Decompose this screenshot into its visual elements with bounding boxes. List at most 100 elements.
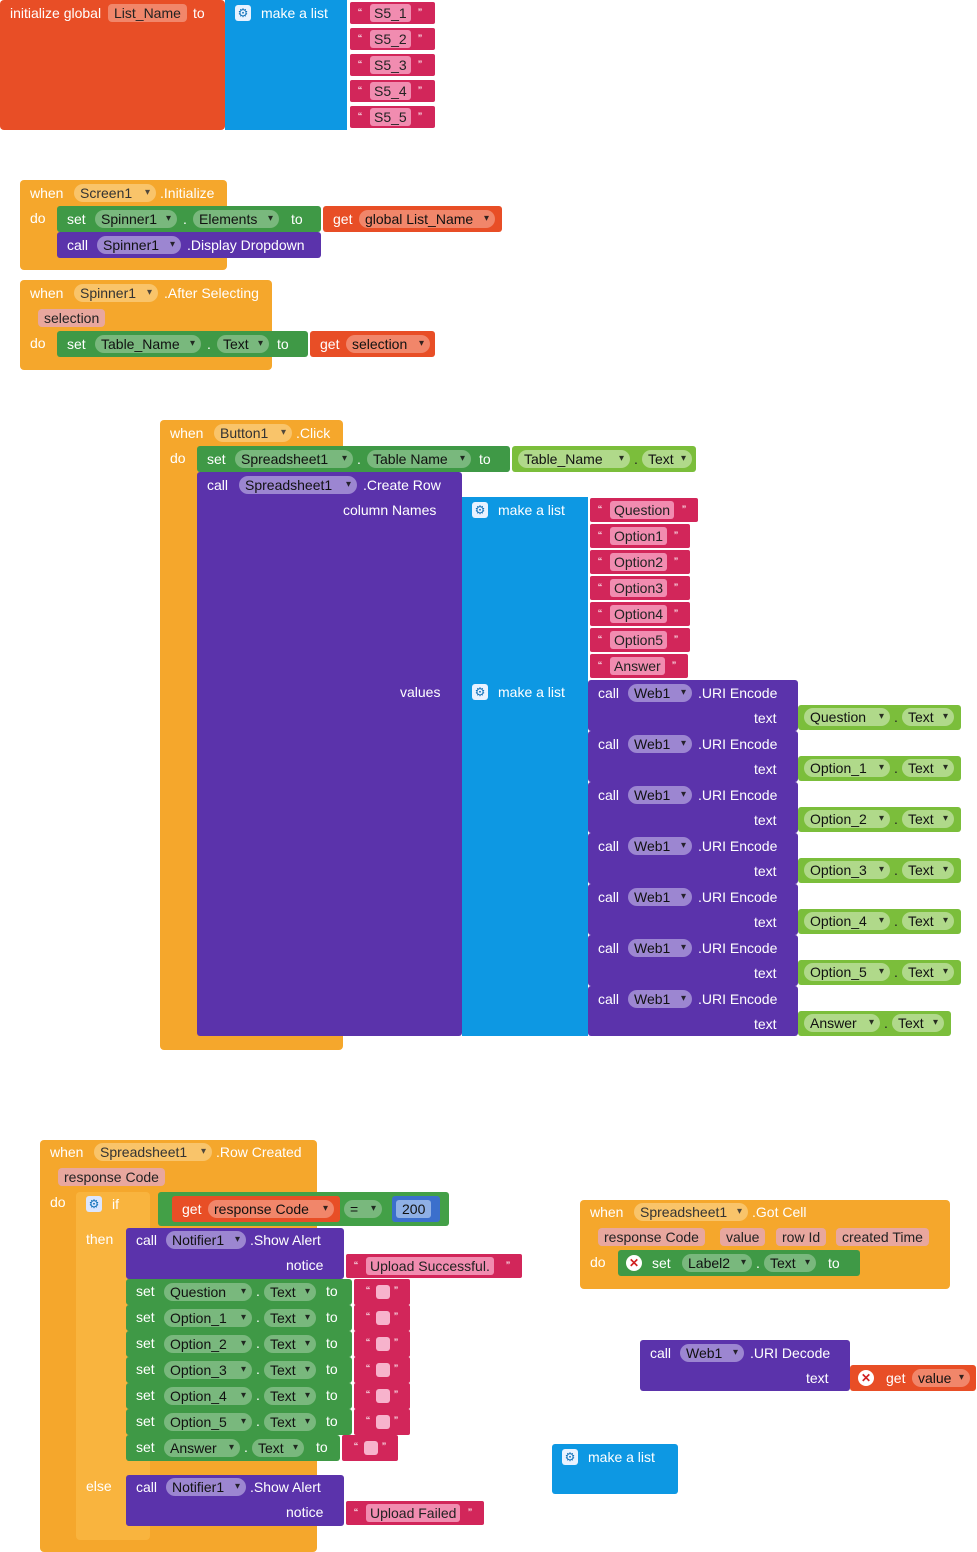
global-var-name[interactable]: List_Name — [108, 4, 187, 22]
set-property-block[interactable]: set Question . Text to — [126, 1279, 352, 1305]
create-row-method-block[interactable]: call Spreadsheet1 .Create Row column Nam… — [197, 472, 462, 1036]
component-dropdown[interactable]: Web1 — [628, 990, 692, 1008]
property-dropdown[interactable]: Text — [902, 810, 954, 828]
gear-icon[interactable]: ⚙ — [562, 1449, 578, 1465]
variable-dropdown[interactable]: selection — [346, 335, 430, 353]
string-value[interactable]: Option3 — [610, 579, 668, 597]
error-icon[interactable]: ✕ — [858, 1370, 874, 1386]
empty-text-block[interactable]: “” — [354, 1279, 410, 1305]
property-dropdown[interactable]: Text — [264, 1413, 316, 1431]
set-property-block[interactable]: set Spinner1 . Elements to — [57, 206, 321, 232]
component-dropdown[interactable]: Spinner1 — [74, 284, 158, 302]
get-variable-block[interactable]: get global List_Name — [323, 206, 502, 232]
text-block[interactable]: “Option2” — [590, 550, 690, 574]
uri-encode-block[interactable]: call Web1 .URI Encode text — [588, 833, 798, 884]
empty-string[interactable] — [376, 1415, 390, 1429]
property-dropdown[interactable]: Text — [892, 1014, 944, 1032]
set-property-block[interactable]: set Option_1 . Text to — [126, 1305, 352, 1331]
text-block[interactable]: “Question” — [590, 498, 698, 522]
string-value[interactable]: S5_3 — [370, 56, 411, 74]
text-block[interactable]: “Option4” — [590, 602, 690, 626]
make-list-block[interactable]: ⚙ make a list — [462, 679, 588, 1036]
gear-icon[interactable]: ⚙ — [235, 5, 251, 21]
empty-string[interactable] — [376, 1389, 390, 1403]
property-dropdown[interactable]: Text — [902, 963, 954, 981]
show-alert-block[interactable]: call Notifier1 .Show Alert notice — [126, 1475, 344, 1526]
property-dropdown[interactable]: Text — [264, 1387, 316, 1405]
component-dropdown[interactable]: Option_2 — [804, 810, 890, 828]
set-property-block[interactable]: set Answer . Text to — [126, 1435, 340, 1461]
get-variable-block[interactable]: ✕ get value — [850, 1365, 976, 1391]
component-dropdown[interactable]: Table_Name — [95, 335, 201, 353]
text-block[interactable]: “Upload Successful.” — [346, 1254, 522, 1278]
string-value[interactable]: S5_1 — [370, 4, 411, 22]
property-dropdown[interactable]: Text — [264, 1335, 316, 1353]
property-dropdown[interactable]: Text — [902, 861, 954, 879]
text-block[interactable]: “Option5” — [590, 628, 690, 652]
component-dropdown[interactable]: Web1 — [628, 786, 692, 804]
string-value[interactable]: S5_4 — [370, 82, 411, 100]
component-property-block[interactable]: Option_1 . Text — [798, 756, 961, 781]
component-dropdown[interactable]: Button1 — [214, 424, 292, 442]
component-dropdown[interactable]: Answer — [804, 1014, 880, 1032]
component-dropdown[interactable]: Web1 — [628, 888, 692, 906]
operator-dropdown[interactable]: = — [344, 1200, 382, 1218]
uri-encode-block[interactable]: call Web1 .URI Encode text — [588, 680, 798, 731]
property-dropdown[interactable]: Text — [902, 759, 954, 777]
uri-encode-block[interactable]: call Web1 .URI Encode text — [588, 986, 798, 1036]
empty-text-block[interactable]: “” — [354, 1409, 410, 1435]
variable-dropdown[interactable]: response Code — [208, 1200, 334, 1218]
component-dropdown[interactable]: Web1 — [628, 735, 692, 753]
variable-dropdown[interactable]: global List_Name — [359, 210, 495, 228]
empty-text-block[interactable]: “” — [354, 1331, 410, 1357]
component-dropdown[interactable]: Label2 — [682, 1254, 752, 1272]
property-dropdown[interactable]: Table Name — [367, 450, 471, 468]
event-param[interactable]: response Code — [598, 1228, 705, 1246]
call-method-block[interactable]: call Spinner1 .Display Dropdown — [57, 232, 321, 258]
component-dropdown[interactable]: Question — [804, 708, 890, 726]
text-block[interactable]: “S5_5” — [350, 106, 435, 128]
string-value[interactable]: Option4 — [610, 605, 668, 623]
component-dropdown[interactable]: Web1 — [628, 837, 692, 855]
string-value[interactable]: Upload Successful. — [366, 1257, 494, 1275]
error-icon[interactable]: ✕ — [626, 1255, 642, 1271]
component-dropdown[interactable]: Spreadsheet1 — [235, 450, 353, 468]
component-dropdown[interactable]: Option_3 — [804, 861, 890, 879]
show-alert-block[interactable]: call Notifier1 .Show Alert notice — [126, 1228, 344, 1279]
event-param[interactable]: response Code — [58, 1168, 165, 1186]
component-dropdown[interactable]: Spinner1 — [95, 210, 177, 228]
component-dropdown[interactable]: Spreadsheet1 — [634, 1203, 748, 1221]
component-dropdown[interactable]: Option_1 — [804, 759, 890, 777]
make-list-block[interactable]: ⚙ make a list — [462, 497, 588, 679]
string-value[interactable]: Upload Failed — [366, 1504, 461, 1522]
component-property-block[interactable]: Option_2 . Text — [798, 807, 961, 832]
component-dropdown[interactable]: Spreadsheet1 — [94, 1143, 212, 1161]
number-block[interactable]: 200 — [392, 1196, 440, 1222]
empty-string[interactable] — [364, 1441, 378, 1455]
text-block[interactable]: “S5_3” — [350, 54, 435, 76]
component-dropdown[interactable]: Option_3 — [164, 1361, 252, 1379]
property-dropdown[interactable]: Text — [764, 1254, 816, 1272]
empty-text-block[interactable]: “” — [354, 1383, 410, 1409]
uri-encode-block[interactable]: call Web1 .URI Encode text — [588, 731, 798, 782]
event-param[interactable]: value — [720, 1228, 766, 1246]
event-param[interactable]: created Time — [836, 1228, 929, 1246]
set-property-block[interactable]: set Spreadsheet1 . Table Name to — [197, 446, 510, 472]
event-param[interactable]: selection — [38, 309, 106, 327]
component-dropdown[interactable]: Web1 — [628, 939, 692, 957]
empty-string[interactable] — [376, 1311, 390, 1325]
uri-encode-block[interactable]: call Web1 .URI Encode text — [588, 935, 798, 986]
component-property-block[interactable]: Option_3 . Text — [798, 858, 961, 883]
number-value[interactable]: 200 — [396, 1200, 432, 1218]
component-dropdown[interactable]: Option_5 — [164, 1413, 252, 1431]
event-param[interactable]: row Id — [776, 1228, 827, 1246]
component-dropdown[interactable]: Option_5 — [804, 963, 890, 981]
empty-string[interactable] — [376, 1363, 390, 1377]
property-dropdown[interactable]: Elements — [193, 210, 279, 228]
component-dropdown[interactable]: Spinner1 — [97, 236, 181, 254]
text-block[interactable]: “S5_1” — [350, 2, 435, 24]
empty-text-block[interactable]: “” — [342, 1435, 398, 1461]
global-init-block[interactable]: initialize global List_Name to — [0, 0, 225, 130]
set-property-block[interactable]: set Option_5 . Text to — [126, 1409, 352, 1435]
component-property-block[interactable]: Option_4 . Text — [798, 909, 961, 934]
